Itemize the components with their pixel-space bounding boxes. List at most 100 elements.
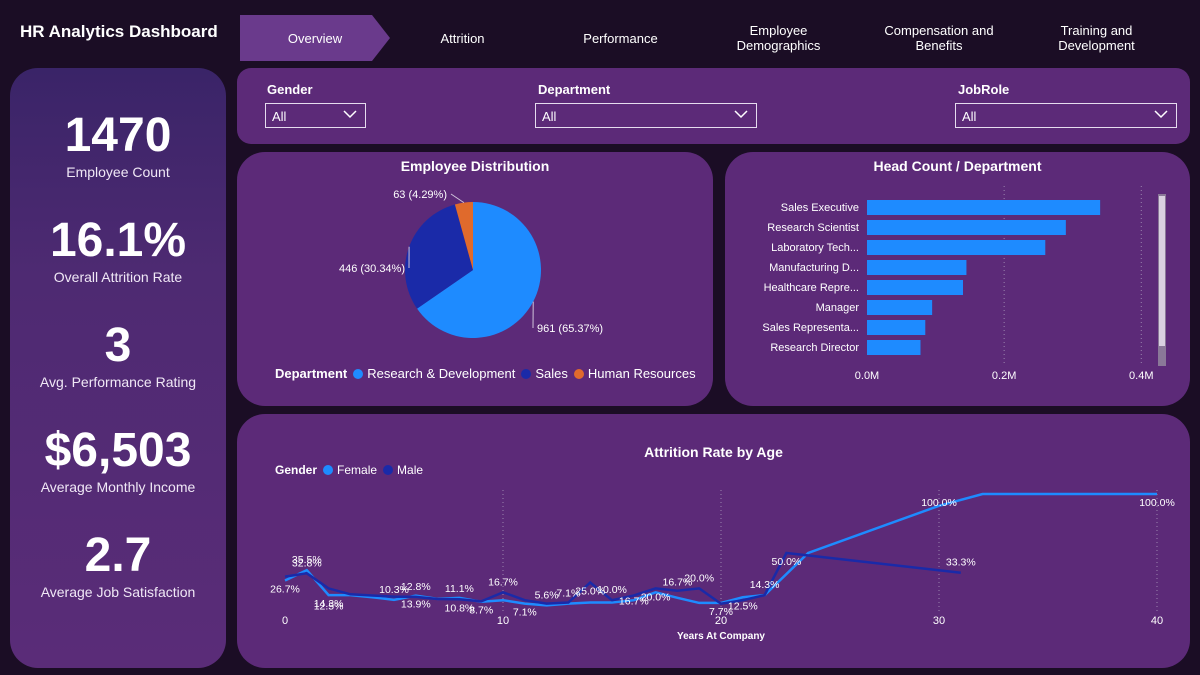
tab-attrition[interactable]: Attrition (400, 15, 525, 61)
bar-category-label: Research Director (770, 342, 859, 354)
bar-category-label: Manager (816, 302, 860, 314)
tab-label: Development (1058, 38, 1135, 53)
tab-compensation-benefits[interactable]: Compensation and Benefits (874, 15, 1004, 61)
tab-label: Compensation and (884, 23, 994, 38)
head-count-card: Head Count / Department 0.0M 0.2M 0.4M Sale… (725, 152, 1190, 406)
bar-category-label: Research Scientist (767, 222, 859, 234)
bar-category-label: Manufacturing D... (769, 262, 859, 274)
kpi-label: Average Job Satisfaction (40, 584, 196, 600)
kpi-employee-count: 1470 Employee Count (10, 109, 226, 181)
pie-slice-sales[interactable] (405, 204, 473, 309)
pie-label-sales: 446 (30.34%) (339, 263, 405, 275)
tab-label: Benefits (915, 38, 963, 53)
bar[interactable] (867, 300, 933, 315)
line-data-label: 33.3% (946, 557, 976, 569)
nav-bar: Overview Attrition Performance Employee … (240, 15, 1190, 61)
line-x-tick-label: 0 (282, 615, 288, 627)
tab-label: Employee (749, 23, 808, 38)
attrition-line-chart: 0 10 20 30 40 Years At Company 26.7% 35.5% 14.3%… (270, 490, 1175, 642)
legend-item-sales[interactable]: Sales (521, 366, 568, 381)
jobrole-filter-label: JobRole (958, 82, 1010, 97)
gender-dropdown-value: All (272, 109, 287, 124)
bar[interactable] (867, 320, 926, 335)
line-data-label: 16.7% (619, 595, 649, 607)
kpi-monthly-income: $6,503 Average Monthly Income (10, 425, 226, 496)
legend-item-rnd[interactable]: Research & Development (353, 366, 515, 381)
line-data-label: 20.0% (684, 572, 714, 584)
tab-label: Training and (1060, 23, 1133, 38)
tab-label: Demographics (736, 38, 821, 53)
bar[interactable] (867, 340, 921, 355)
line-data-label: 100.0% (1139, 497, 1175, 509)
line-data-label: 5.6% (535, 589, 559, 601)
legend-dot (353, 368, 364, 379)
employee-distribution-pie: 961 (65.37%) 446 (30.34%) 63 (4.29%) (339, 189, 603, 338)
legend-dot (573, 368, 584, 379)
department-legend: Department Research & Development Sales … (275, 366, 702, 381)
legend-title: Gender (275, 463, 318, 477)
line-data-label: 7.1% (513, 607, 537, 619)
line-data-label: 16.7% (488, 576, 518, 588)
gender-dropdown[interactable]: All (265, 103, 366, 128)
kpi-value: 1470 (64, 109, 172, 162)
chevron-down-icon (343, 110, 357, 119)
tab-employee-demographics[interactable]: Employee Demographics (716, 15, 841, 61)
tab-label: Performance (583, 30, 658, 46)
tab-performance[interactable]: Performance (558, 15, 683, 61)
filter-bar: Gender All Department All JobRole All (237, 68, 1190, 144)
kpi-label: Average Monthly Income (40, 479, 196, 495)
line-data-label: 100.0% (921, 497, 957, 509)
pie-slice-rnd[interactable] (417, 202, 541, 338)
bar[interactable] (867, 200, 1101, 215)
kpi-value: 16.1% (49, 214, 187, 267)
line-data-label: 7.1% (556, 588, 580, 600)
legend-label: Male (397, 463, 424, 477)
line-data-label: 8.7% (469, 605, 493, 617)
line-data-label: 25.0% (575, 586, 605, 598)
kpi-label: Avg. Performance Rating (39, 374, 197, 390)
gender-filter-label: Gender (267, 82, 313, 97)
kpi-value: 2.7 (84, 529, 152, 582)
legend-item-hr[interactable]: Human Resources (573, 366, 696, 381)
line-data-label: 14.3% (314, 598, 344, 610)
jobrole-dropdown-value: All (962, 109, 977, 124)
chevron-down-icon (734, 110, 748, 119)
bar[interactable] (867, 220, 1066, 235)
legend-item-female[interactable]: Female (323, 463, 377, 477)
tab-label: Overview (287, 30, 343, 46)
line-data-label: 10.0% (597, 584, 627, 596)
line-data-label: 11.1% (445, 583, 474, 595)
legend-item-male[interactable]: Male (383, 463, 423, 477)
kpi-attrition-rate: 16.1% Overall Attrition Rate (10, 214, 226, 286)
line-x-tick-label: 10 (497, 615, 509, 627)
department-dropdown[interactable]: All (535, 103, 757, 128)
legend-dot (323, 465, 334, 475)
bar-x-tick-label: 0.2M (992, 370, 1016, 382)
line-data-label: 13.9% (401, 599, 431, 611)
kpi-panel: 1470 Employee Count 16.1% Overall Attrit… (10, 68, 226, 668)
line-data-label: 12.8% (401, 581, 431, 593)
male-series-line[interactable] (284, 551, 961, 606)
pie-slice-hr[interactable] (454, 202, 473, 270)
scrollbar-thumb[interactable] (1159, 196, 1165, 346)
employee-distribution-card: Employee Distribution 961 (65.37%) 446 (3… (237, 152, 713, 406)
legend-label: Sales (535, 366, 568, 381)
line-data-label: 14.3% (750, 579, 780, 591)
bar[interactable] (867, 280, 963, 295)
bar-x-tick-label: 0.0M (855, 370, 879, 382)
kpi-label: Overall Attrition Rate (53, 269, 183, 285)
tab-overview[interactable]: Overview (240, 15, 390, 61)
pie-leader-line (450, 193, 465, 204)
bar[interactable] (867, 260, 967, 275)
legend-dot (521, 368, 532, 379)
jobrole-dropdown[interactable]: All (955, 103, 1177, 128)
line-data-label: 32.8% (292, 557, 322, 569)
tab-training-development[interactable]: Training and Development (1034, 15, 1159, 61)
line-data-label: 35.5% (292, 554, 322, 566)
bar[interactable] (867, 240, 1046, 255)
kpi-job-satisfaction: 2.7 Average Job Satisfaction (10, 529, 226, 601)
kpi-performance-rating: 3 Avg. Performance Rating (10, 320, 226, 391)
legend-dot (383, 465, 394, 475)
bar-category-label: Sales Representa... (762, 322, 859, 334)
line-data-label: 50.0% (772, 556, 802, 568)
